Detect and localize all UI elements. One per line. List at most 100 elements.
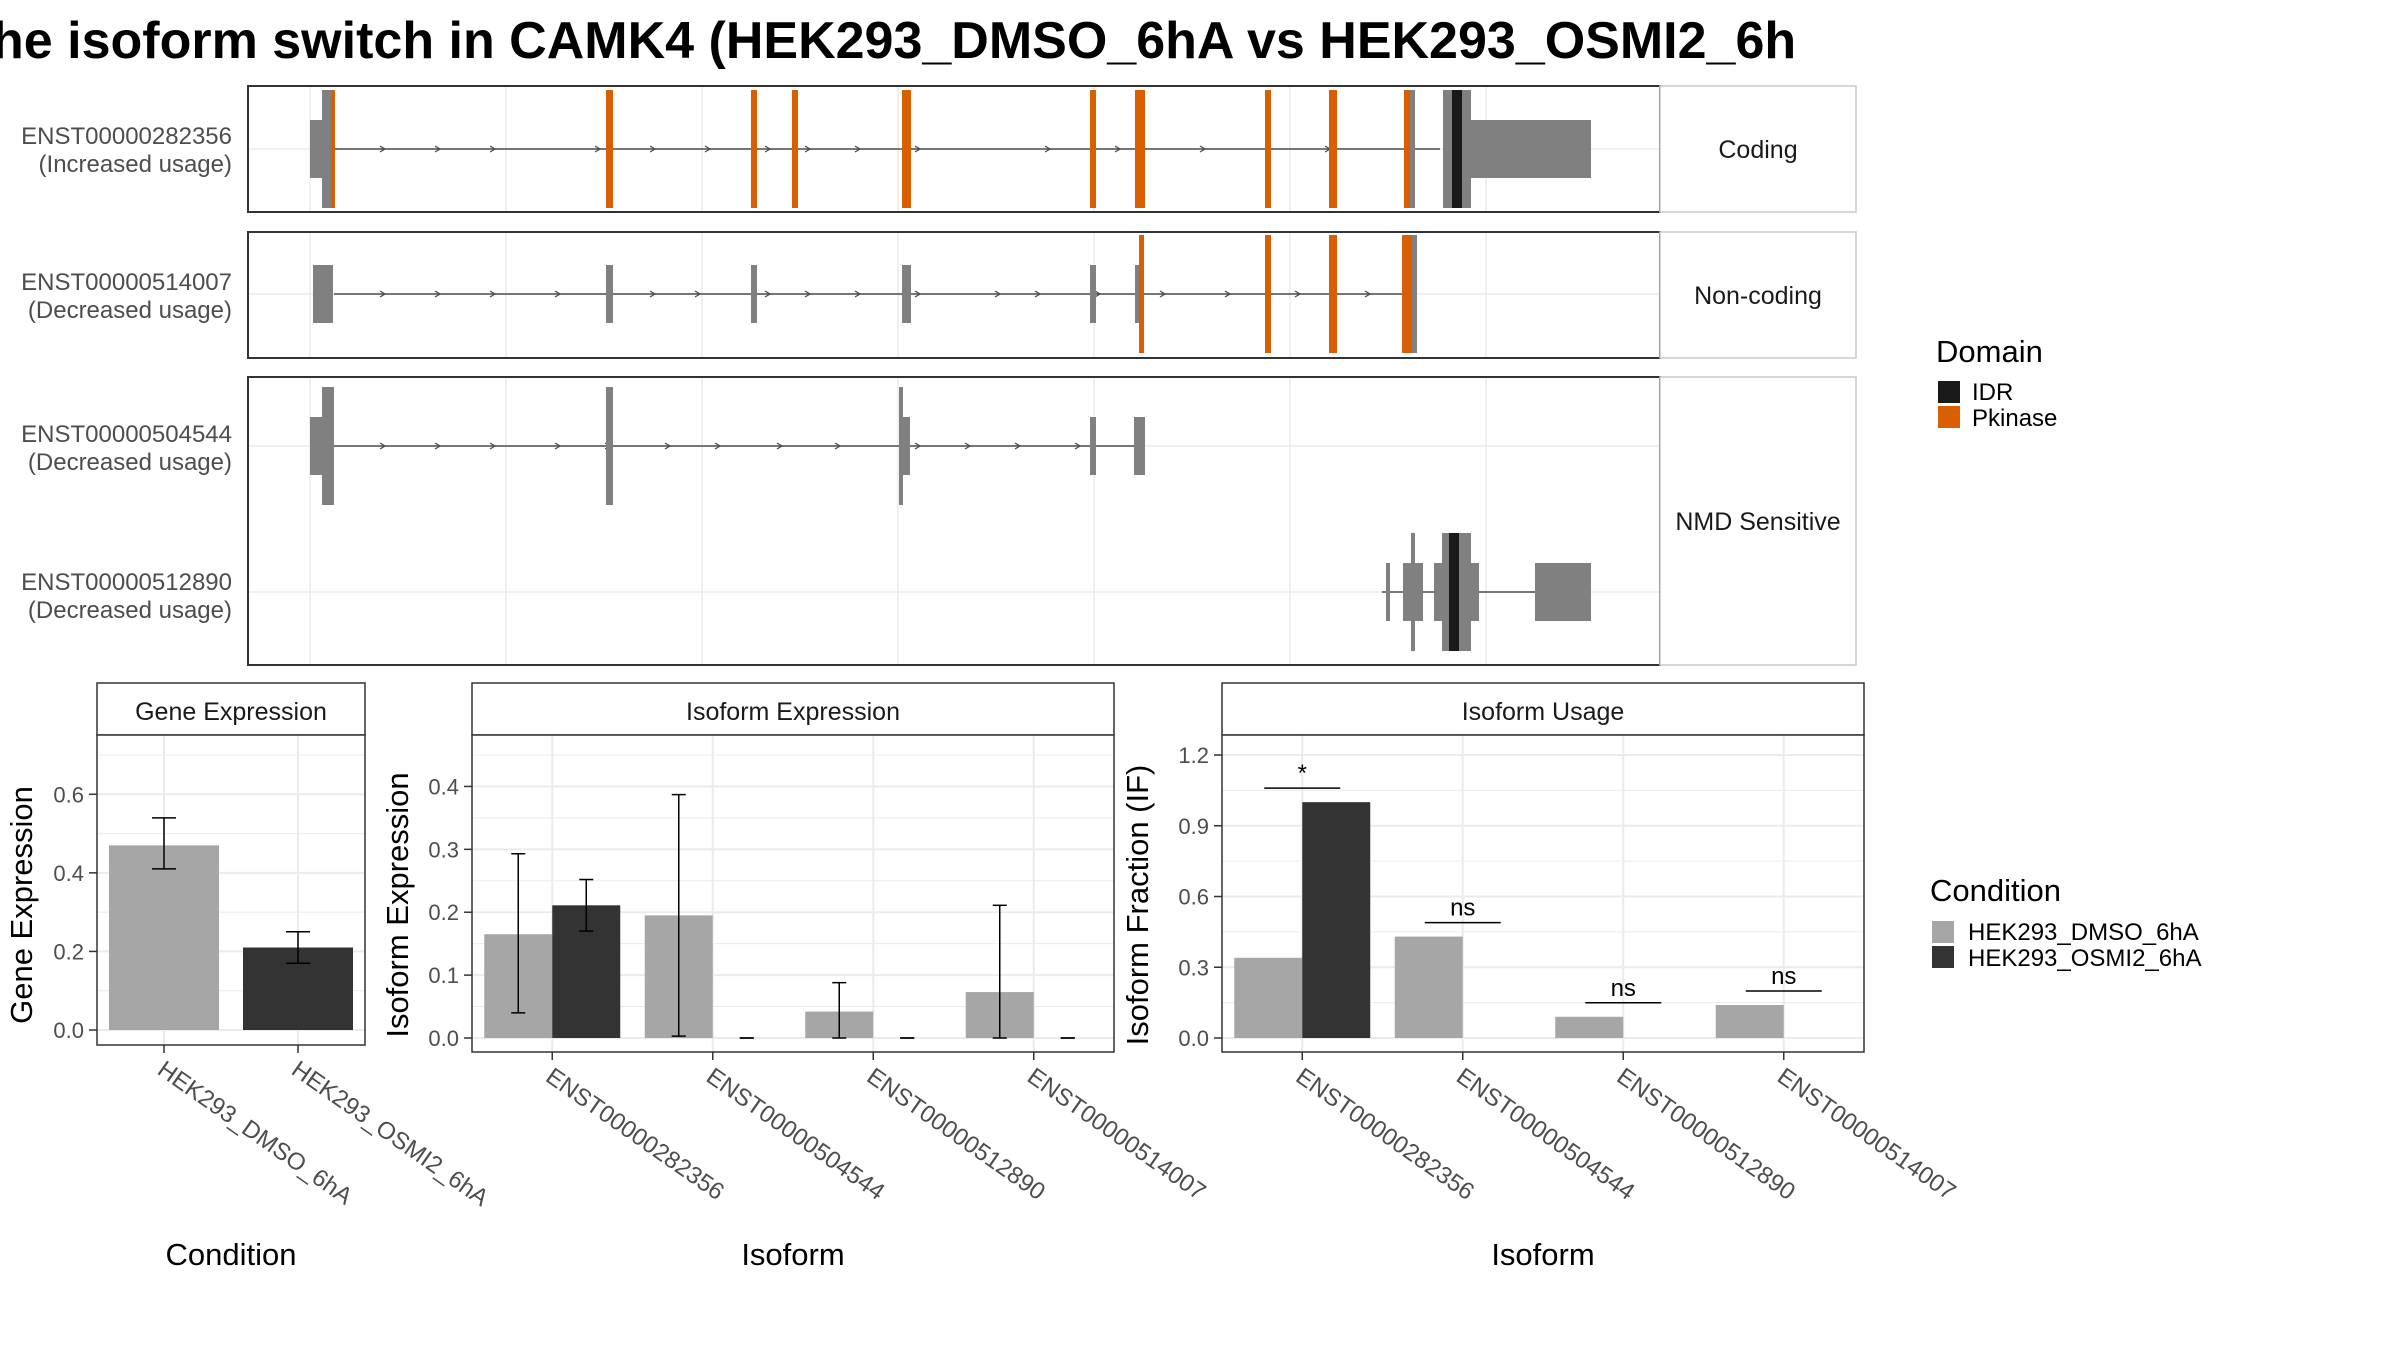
y-axis-title: Isoform Expression — [380, 772, 415, 1037]
figure-title: he isoform switch in CAMK4 (HEK293_DMSO_… — [0, 12, 1796, 70]
exon — [1403, 563, 1411, 621]
y-axis-title: Gene Expression — [4, 786, 39, 1024]
domain-legend: Domain IDR Pkinase — [1936, 334, 2057, 432]
y-tick-label: 0.6 — [1178, 885, 1209, 910]
pkinase-domain — [792, 90, 798, 208]
y-tick-label: 0.6 — [53, 782, 84, 807]
exon — [1535, 563, 1591, 621]
facet-strip-nmd — [1659, 376, 1857, 666]
significance-label: ns — [1611, 975, 1636, 1002]
y-tick-label: 0.3 — [428, 837, 459, 862]
x-tick-label: ENST00000514007 — [1022, 1063, 1210, 1206]
exon — [1471, 563, 1479, 621]
intron-arrow — [1364, 290, 1372, 298]
pkinase-domain — [1265, 90, 1271, 208]
isoform-track — [313, 235, 1417, 353]
isoform-label-3: ENST00000504544 (Decreased usage) — [21, 421, 232, 476]
facet-label-nmd: NMD Sensitive — [1675, 508, 1840, 536]
bar — [1555, 1016, 1624, 1038]
exon — [313, 265, 333, 323]
exon — [1442, 533, 1449, 651]
exon — [899, 387, 903, 505]
facet-border-noncoding — [247, 231, 1661, 359]
intron-arrow — [964, 442, 972, 450]
pkinase-domain — [902, 90, 911, 208]
panel-border — [1221, 734, 1865, 1053]
intron-arrow — [1114, 145, 1122, 153]
intron-arrow — [834, 442, 842, 450]
significance-label: ns — [1450, 895, 1475, 922]
intron-arrow — [594, 145, 602, 153]
significance-label: ns — [1771, 963, 1796, 990]
intron-arrow — [804, 290, 812, 298]
x-axis-title: Condition — [166, 1237, 297, 1272]
intron-arrow — [434, 290, 442, 298]
y-axis-title: Isoform Fraction (IF) — [1120, 765, 1155, 1046]
exon — [751, 265, 757, 323]
facet-label-coding: Coding — [1718, 136, 1797, 164]
intron-arrow — [489, 442, 497, 450]
facet-label-noncoding: Non-coding — [1694, 282, 1822, 310]
legend-label-dmso: HEK293_DMSO_6hA — [1968, 919, 2199, 946]
bar — [1394, 936, 1463, 1038]
bar — [109, 845, 219, 1030]
facet-strip-noncoding — [1659, 231, 1857, 359]
y-tick-label: 0.0 — [1178, 1026, 1209, 1051]
pkinase-domain — [751, 90, 757, 208]
pkinase-domain — [1329, 90, 1337, 208]
intron-arrow — [489, 290, 497, 298]
exon — [310, 417, 322, 475]
pkinase-domain — [331, 90, 335, 208]
legend-label-pkinase: Pkinase — [1972, 405, 2057, 432]
intron-arrow — [1224, 290, 1232, 298]
exon — [1434, 563, 1442, 621]
bar — [1715, 1004, 1784, 1038]
intron-arrow — [714, 442, 722, 450]
isoform-usage-label: (Increased usage) — [39, 151, 232, 178]
y-tick-label: 0.1 — [428, 963, 459, 988]
intron-arrow — [1294, 290, 1302, 298]
panel-title: Isoform Expression — [686, 698, 900, 726]
condition-legend: Condition HEK293_DMSO_6hA HEK293_OSMI2_6… — [1930, 873, 2201, 972]
x-axis-title: Isoform — [1491, 1237, 1594, 1272]
intron-arrow — [434, 442, 442, 450]
exon — [1415, 563, 1423, 621]
plot-area: 0.00.20.40.6HEK293_DMSO_6hAHEK293_OSMI2_… — [53, 734, 493, 1212]
exon — [1471, 120, 1591, 178]
intron-arrow — [776, 442, 784, 450]
legend-key-osmi — [1932, 946, 1954, 968]
isoform-track — [1382, 533, 1591, 651]
isoform-expression-panel: Isoform Expression 0.0 0.1 0.2 0.3 0.4 ENST00… — [380, 682, 1211, 1272]
intron-arrow — [649, 145, 657, 153]
intron-arrow — [554, 290, 562, 298]
intron-arrow — [914, 145, 922, 153]
intron-arrow — [1199, 145, 1207, 153]
intron-arrow — [379, 290, 387, 298]
y-tick-label: 1.2 — [1178, 743, 1209, 768]
exon — [606, 265, 613, 323]
condition-legend-title: Condition — [1930, 873, 2061, 908]
exon — [322, 387, 334, 505]
y-tick-label: 0.2 — [53, 939, 84, 964]
idr-domain — [1452, 90, 1462, 208]
exon — [902, 265, 911, 323]
intron-arrow — [1159, 290, 1167, 298]
bar — [1302, 802, 1371, 1038]
pkinase-domain — [606, 90, 613, 208]
isoform-structures — [310, 90, 1591, 651]
isoform-label-1: ENST00000282356 (Increased usage) — [21, 123, 232, 178]
exon — [903, 417, 910, 475]
isoform-track — [310, 387, 1145, 505]
isoform-track — [310, 90, 1591, 208]
intron-arrow — [704, 145, 712, 153]
isoform-usage-label: (Decreased usage) — [28, 597, 232, 624]
intron-arrow — [914, 290, 922, 298]
exon — [1090, 265, 1096, 323]
intron-arrow — [764, 145, 772, 153]
plot-area: 0.00.10.20.30.4ENST00000282356ENST000005… — [428, 734, 1211, 1206]
isoform-id-label: ENST00000504544 — [21, 421, 232, 448]
x-axis-title: Isoform — [741, 1237, 844, 1272]
y-tick-label: 0.4 — [53, 861, 84, 886]
exon — [606, 387, 613, 505]
domain-legend-title: Domain — [1936, 334, 2043, 369]
